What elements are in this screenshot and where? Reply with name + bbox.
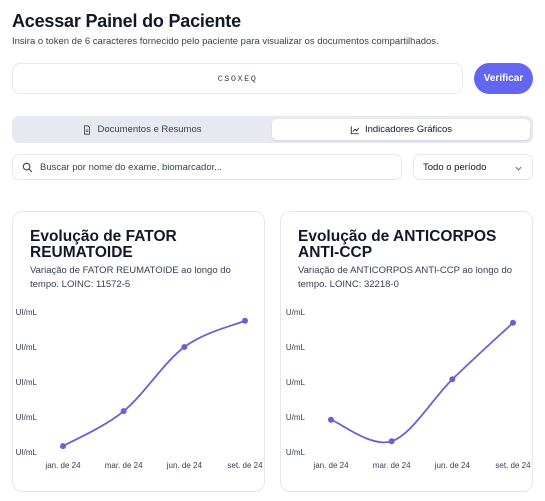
y-tick-label: U/mL: [286, 448, 306, 457]
y-tick-label: UI/mL: [16, 308, 38, 317]
data-point: [328, 416, 334, 423]
tab-documents-label: Documentos e Resumos: [97, 124, 202, 135]
x-tick-label: jun. de 24: [434, 461, 471, 470]
tab-bar: Documentos e Resumos Indicadores Gráfico…: [12, 116, 533, 143]
y-tick-label: UI/mL: [16, 448, 38, 457]
y-tick-label: U/mL: [286, 308, 306, 317]
data-point: [181, 344, 188, 350]
tab-charts[interactable]: Indicadores Gráficos: [272, 119, 530, 140]
line-chart: UI/mL UI/mL UI/mL UI/mL UI/mL jan. de 24 mar. …: [16, 308, 263, 470]
tab-documents[interactable]: Documentos e Resumos: [15, 119, 269, 140]
chart-title: Evolução de ANTICORPOS ANTI-CCP: [298, 228, 497, 261]
chart-card-anti-ccp: U/mL U/mL U/mL U/mL U/mL jan. de 24 mar. de 24…: [280, 211, 533, 492]
x-tick-label: set. de 24: [495, 461, 531, 470]
series-line: [62, 319, 246, 447]
x-tick-label: jun. de 24: [166, 461, 203, 470]
x-tick-label: jan. de 24: [44, 461, 81, 470]
chart-subtitle: Variação de ANTICORPOS ANTI-CCP ao longo…: [298, 265, 513, 290]
period-select-value: Todo o período: [423, 162, 487, 173]
document-icon: [84, 124, 91, 135]
data-point: [60, 443, 66, 450]
y-tick-label: UI/mL: [16, 413, 38, 422]
data-point: [388, 438, 395, 445]
chart-title: Evolução de FATOR REUMATOIDE: [30, 228, 177, 261]
search-icon: [22, 162, 33, 173]
y-tick-label: U/mL: [286, 378, 306, 387]
verify-button[interactable]: Verificar: [474, 63, 533, 94]
x-tick-label: jan. de 24: [312, 461, 349, 470]
chevron-down-icon: [515, 166, 522, 171]
token-input[interactable]: [12, 63, 463, 94]
search-box: [12, 154, 402, 180]
data-point: [449, 376, 456, 383]
x-tick-label: set. de 24: [227, 461, 263, 470]
data-point: [120, 408, 127, 415]
search-input[interactable]: [40, 158, 395, 176]
data-point: [510, 319, 516, 326]
page-title: Acessar Painel do Paciente: [12, 11, 241, 31]
chart-card-rheumatoid-factor: UI/mL UI/mL UI/mL UI/mL UI/mL jan. de 24 mar. …: [12, 211, 265, 492]
x-tick-label: mar. de 24: [105, 461, 143, 470]
line-chart: U/mL U/mL U/mL U/mL U/mL jan. de 24 mar. de 24…: [286, 308, 531, 470]
tab-charts-label: Indicadores Gráficos: [364, 124, 453, 135]
chart-subtitle: Variação de FATOR REUMATOIDE ao longo do…: [30, 265, 231, 290]
y-tick-label: U/mL: [286, 413, 306, 422]
x-tick-label: mar. de 24: [373, 461, 411, 470]
series-line: [330, 322, 514, 444]
y-tick-label: U/mL: [286, 343, 306, 352]
period-select[interactable]: Todo o período: [413, 154, 533, 180]
data-point: [242, 317, 248, 324]
chart-icon: [350, 125, 360, 134]
page-subtitle: Insira o token de 6 caracteres fornecido…: [12, 36, 439, 47]
y-tick-label: UI/mL: [16, 343, 38, 352]
y-tick-label: UI/mL: [16, 378, 38, 387]
